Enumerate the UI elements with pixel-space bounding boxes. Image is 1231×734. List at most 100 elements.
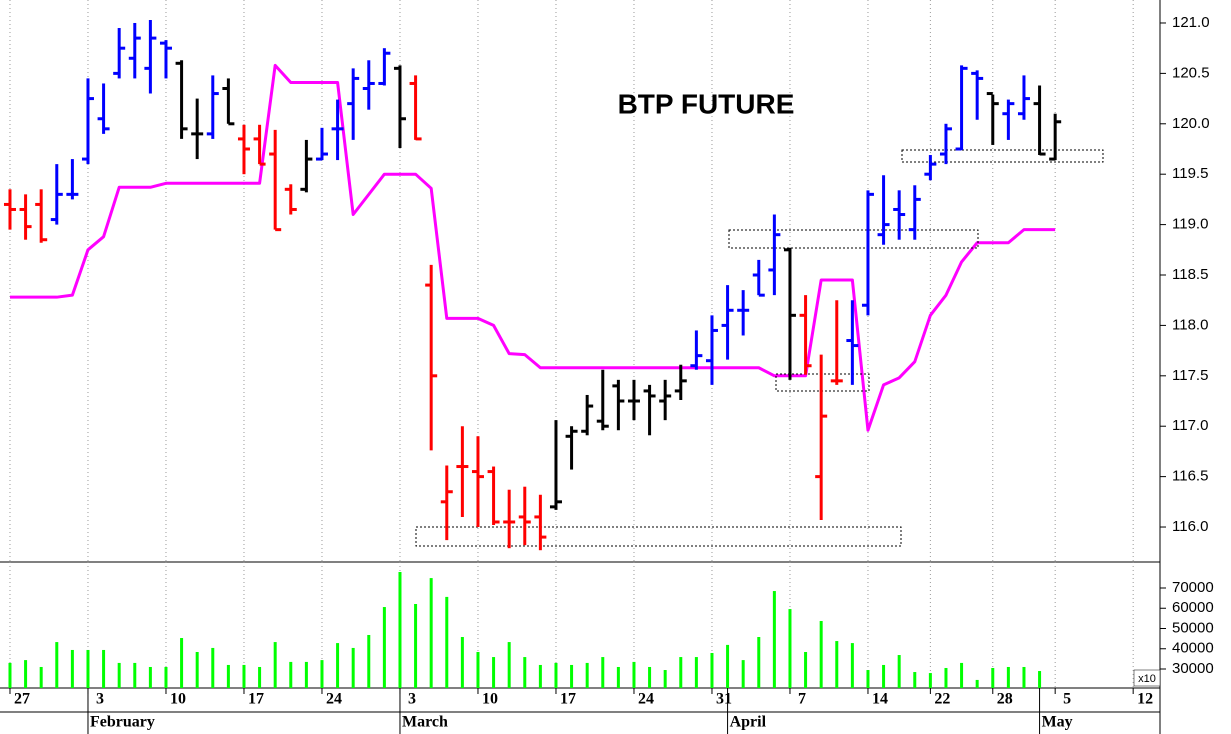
y-tick-label: 119.0 (1172, 216, 1208, 233)
support-box (901, 149, 1104, 163)
volume-bar (70, 649, 74, 688)
volume-bar (523, 657, 527, 688)
y-tick-label: 120.0 (1172, 115, 1210, 132)
volume-bar (882, 664, 886, 688)
volume-bar (679, 657, 683, 688)
y-tick-label: 117.0 (1172, 417, 1208, 434)
x-tick-label: 14 (872, 691, 888, 708)
volume-bar (367, 634, 371, 688)
overlay-line (9, 63, 1056, 432)
y-tick-label: 70000 (1172, 579, 1214, 596)
x-tick-label: 17 (560, 691, 576, 708)
volume-bar (601, 657, 605, 688)
volume-bar (507, 642, 511, 688)
volume-bar (616, 666, 620, 688)
volume-bar (258, 666, 262, 688)
volume-bar (148, 666, 152, 688)
volume-bar (554, 662, 558, 688)
month-label: February (90, 714, 155, 731)
volume-bar (913, 672, 917, 688)
volume-bar (648, 666, 652, 688)
x-tick-label: 28 (997, 691, 1013, 708)
volume-bar (414, 604, 418, 688)
volume-bar (975, 679, 979, 688)
volume-bar (320, 660, 324, 688)
volume-bar (164, 666, 168, 688)
volume-bar (226, 664, 230, 688)
month-label: March (402, 714, 448, 731)
volume-bar (1022, 666, 1026, 688)
x-tick-label: 3 (96, 691, 104, 708)
x-tick-label: 5 (1063, 691, 1071, 708)
volume-bar (788, 609, 792, 688)
volume-multiplier: x10 (1138, 673, 1156, 685)
volume-bar (866, 670, 870, 688)
x-tick-label: 7 (798, 691, 806, 708)
volume-bar (726, 644, 730, 688)
volume-bar (835, 641, 839, 688)
x-tick-label: 31 (716, 691, 732, 708)
volume-bar (772, 591, 776, 688)
volume-bar (211, 647, 215, 688)
x-tick-label: 10 (170, 691, 186, 708)
y-tick-label: 118.5 (1172, 266, 1208, 283)
volume-bar (429, 578, 433, 688)
volume-bar (850, 643, 854, 688)
volume-bar (304, 661, 308, 688)
month-label: April (730, 714, 767, 731)
volume-bar (351, 647, 355, 688)
volume-bar (195, 651, 199, 688)
volume-bar (39, 666, 43, 688)
month-label: May (1042, 714, 1073, 731)
volume-bar (694, 657, 698, 688)
y-tick-label: 50000 (1172, 619, 1214, 636)
volume-bar (460, 637, 464, 688)
volume-bar (398, 572, 402, 688)
volume-bar (273, 642, 277, 688)
volume-bar (538, 664, 542, 688)
volume-bar (476, 651, 480, 688)
x-tick-label: 3 (408, 691, 416, 708)
volume-bar (1038, 671, 1042, 688)
volume-bar (492, 657, 496, 688)
x-tick-label: 17 (248, 691, 264, 708)
x-tick-label: 24 (326, 691, 342, 708)
multiplier-box (1133, 669, 1161, 687)
volume-bar (991, 667, 995, 688)
y-tick-label: 116.0 (1172, 518, 1208, 535)
x-tick-label: 24 (638, 691, 654, 708)
volume-bar (336, 643, 340, 688)
volume-bar (741, 660, 745, 688)
y-tick-label: 120.5 (1172, 64, 1210, 81)
y-tick-label: 60000 (1172, 599, 1214, 616)
volume-bar (960, 662, 964, 688)
volume-bar (944, 667, 948, 688)
x-tick-label: 12 (1137, 691, 1153, 708)
volume-bar (117, 662, 121, 688)
y-tick-label: 40000 (1172, 640, 1214, 657)
volume-bar (8, 662, 12, 688)
volume-bar (289, 661, 293, 688)
volume-bar (86, 649, 90, 688)
volume-bar (102, 649, 106, 688)
y-tick-label: 30000 (1172, 660, 1214, 677)
volume-bar (897, 655, 901, 688)
x-tick-label: 10 (482, 691, 498, 708)
volume-bar (242, 664, 246, 688)
x-tick-label: 22 (934, 691, 950, 708)
volume-bar (585, 662, 589, 688)
y-tick-label: 121.0 (1172, 14, 1210, 31)
volume-bar (133, 662, 137, 688)
volume-bar (710, 653, 714, 688)
volume-bar (804, 651, 808, 688)
volume-bar (819, 621, 823, 688)
y-tick-label: 118.0 (1172, 316, 1208, 333)
volume-bar (1006, 666, 1010, 688)
volume-bar (55, 642, 59, 688)
y-tick-label: 119.5 (1172, 165, 1208, 182)
volume-bar (757, 637, 761, 688)
chart-title: BTP FUTURE (618, 88, 795, 119)
volume-bar (180, 638, 184, 688)
